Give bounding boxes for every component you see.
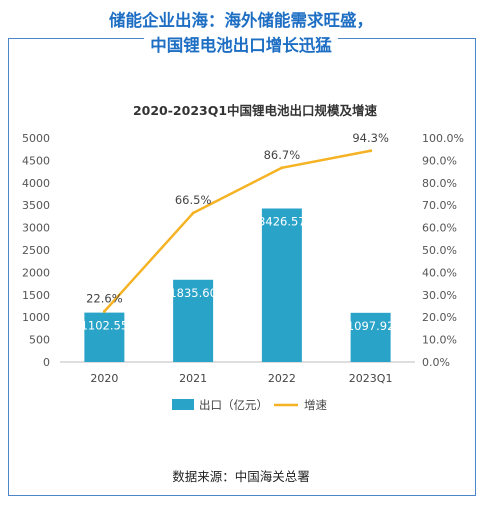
bar-value-label: 1102.55: [81, 319, 129, 333]
y-left-tick-label: 1000: [22, 311, 50, 324]
bar: [84, 312, 125, 362]
y-right-tick-label: 0.0%: [422, 356, 450, 369]
x-tick-label: 2022: [268, 372, 296, 385]
chart-title: 2020-2023Q1中国锂电池出口规模及增速: [133, 103, 378, 118]
y-left-tick-label: 3500: [22, 199, 50, 212]
y-right-tick-label: 50.0%: [422, 244, 457, 257]
y-right-tick-label: 80.0%: [422, 177, 457, 190]
legend-bar-label: 出口（亿元）: [199, 398, 268, 412]
data-source: 数据来源：中国海关总署: [172, 469, 310, 484]
growth-value-label: 66.5%: [175, 193, 212, 207]
bar-value-label: 1097.92: [347, 319, 395, 333]
bar: [173, 279, 214, 362]
growth-line: [103, 149, 371, 313]
y-left-tick-label: 500: [29, 334, 50, 347]
title-line-2: 中国锂电池出口增长迅猛: [144, 36, 338, 55]
y-right-tick-label: 100.0%: [422, 132, 464, 145]
growth-point: [369, 149, 373, 153]
y-left-tick-label: 3000: [22, 222, 50, 235]
y-left-tick-label: 4500: [22, 154, 50, 167]
y-right-tick-label: 20.0%: [422, 311, 457, 324]
growth-value-label: 22.6%: [86, 291, 123, 305]
growth-point: [102, 309, 106, 313]
legend-bar-swatch: [172, 399, 194, 410]
y-left-tick-label: 0: [43, 356, 50, 369]
page-title: 储能企业出海：海外储能需求旺盛， 中国锂电池出口增长迅猛: [0, 8, 482, 58]
y-right-tick-label: 90.0%: [422, 154, 457, 167]
x-tick-label: 2023Q1: [349, 372, 393, 385]
y-left-tick-label: 2000: [22, 266, 50, 279]
y-left-tick-label: 4000: [22, 177, 50, 190]
bar-value-label: 1835.60: [169, 286, 217, 300]
x-tick-label: 2021: [179, 372, 207, 385]
y-right-tick-label: 60.0%: [422, 222, 457, 235]
growth-point: [280, 166, 284, 170]
card-frame: [8, 38, 476, 496]
growth-value-label: 86.7%: [264, 148, 301, 162]
y-left-tick-label: 1500: [22, 289, 50, 302]
bar-value-label: 3426.57: [258, 214, 306, 228]
y-left-tick-label: 2500: [22, 244, 50, 257]
y-right-tick-label: 30.0%: [422, 289, 457, 302]
y-right-tick-label: 10.0%: [422, 334, 457, 347]
y-left-tick-label: 5000: [22, 132, 50, 145]
bar: [261, 208, 302, 362]
legend-line-label: 增速: [304, 398, 327, 412]
x-tick-label: 2020: [90, 372, 118, 385]
title-line-1: 储能企业出海：海外储能需求旺盛，: [103, 11, 379, 30]
growth-point: [191, 211, 195, 215]
bar: [350, 312, 391, 362]
y-right-tick-label: 40.0%: [422, 266, 457, 279]
growth-value-label: 94.3%: [352, 131, 389, 145]
y-right-tick-label: 70.0%: [422, 199, 457, 212]
